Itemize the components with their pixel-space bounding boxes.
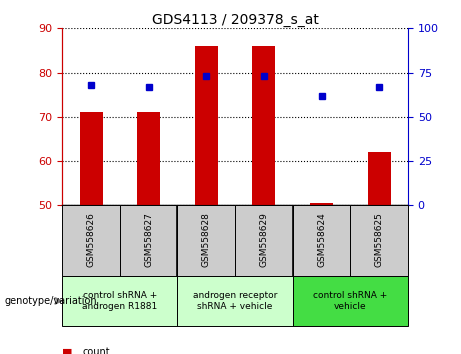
Bar [62,205,120,276]
Bar [137,113,160,205]
Bar [177,205,235,276]
Bar [195,46,218,205]
Text: count: count [83,347,111,354]
Text: control shRNA +
vehicle: control shRNA + vehicle [313,291,388,310]
Bar [350,205,408,276]
Bar [368,152,390,205]
Bar [293,205,350,276]
Bar [177,276,293,326]
Title: GDS4113 / 209378_s_at: GDS4113 / 209378_s_at [152,13,319,27]
Text: androgen receptor
shRNA + vehicle: androgen receptor shRNA + vehicle [193,291,278,310]
Text: GSM558626: GSM558626 [87,212,95,267]
Bar [235,205,293,276]
Text: GSM558625: GSM558625 [375,212,384,267]
Bar [293,276,408,326]
Text: genotype/variation: genotype/variation [5,296,97,306]
Bar [120,205,177,276]
Text: control shRNA +
androgen R1881: control shRNA + androgen R1881 [82,291,158,310]
Text: ■: ■ [62,347,73,354]
Text: GSM558629: GSM558629 [260,212,268,267]
Bar [62,276,177,326]
Bar [310,203,333,205]
Bar [79,113,102,205]
Text: GSM558624: GSM558624 [317,212,326,267]
Bar [253,46,276,205]
Text: GSM558627: GSM558627 [144,212,153,267]
Text: GSM558628: GSM558628 [202,212,211,267]
